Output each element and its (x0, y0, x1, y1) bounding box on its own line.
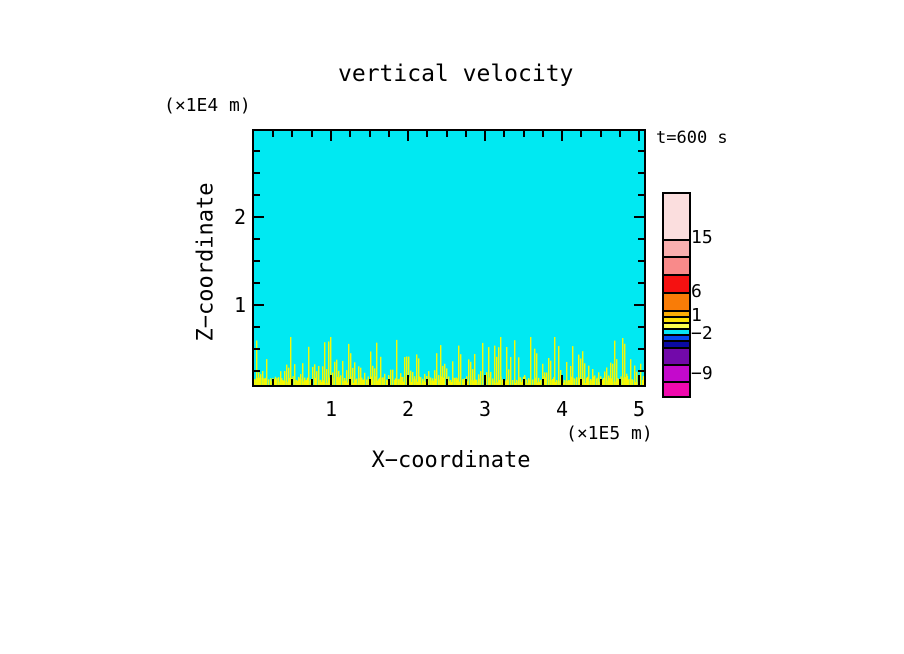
y-minor-tick (638, 370, 644, 372)
plot-field (254, 131, 644, 385)
x-tick-label: 3 (478, 397, 492, 421)
surface-updraft-spikes (254, 337, 644, 385)
x-minor-tick (369, 131, 371, 137)
x-minor-tick (503, 131, 505, 137)
x-minor-tick (580, 131, 582, 137)
colorbar-segment (664, 256, 689, 274)
colorbar (662, 192, 691, 398)
colorbar-segment (664, 239, 689, 256)
time-annotation: t=600 s (656, 128, 728, 148)
colorbar-segment (664, 322, 689, 328)
y-minor-tick (254, 194, 260, 196)
x-tick-label: 4 (555, 397, 569, 421)
x-minor-tick (291, 131, 293, 137)
x-major-tick (484, 131, 486, 141)
y-minor-tick (254, 282, 260, 284)
y-minor-tick (638, 194, 644, 196)
x-minor-tick (388, 131, 390, 137)
x-minor-tick (542, 131, 544, 137)
x-minor-tick (503, 379, 505, 385)
colorbar-label: −9 (691, 363, 713, 384)
colorbar-segment (664, 292, 689, 310)
y-minor-tick (254, 260, 260, 262)
x-minor-tick (619, 131, 621, 137)
x-minor-tick (426, 379, 428, 385)
x-minor-tick (349, 379, 351, 385)
x-major-tick (330, 375, 332, 385)
x-minor-tick (542, 379, 544, 385)
y-tick-label: 2 (233, 205, 246, 229)
x-tick-label: 2 (401, 397, 415, 421)
colorbar-segment (664, 347, 689, 364)
x-minor-tick (272, 379, 274, 385)
colorbar-segment (664, 340, 689, 347)
y-major-tick (254, 304, 264, 306)
y-minor-tick (638, 172, 644, 174)
x-minor-tick (446, 379, 448, 385)
x-minor-tick (291, 379, 293, 385)
x-axis-title: X−coordinate (371, 448, 531, 473)
x-major-tick (484, 375, 486, 385)
colorbar-segment (664, 310, 689, 316)
colorbar-segment (664, 194, 689, 239)
x-minor-tick (311, 131, 313, 137)
colorbar-segment (664, 328, 689, 334)
x-major-tick (407, 131, 409, 141)
y-minor-tick (638, 150, 644, 152)
x-minor-tick (272, 131, 274, 137)
x-minor-tick (619, 379, 621, 385)
x-tick-label: 5 (632, 397, 646, 421)
x-minor-tick (523, 131, 525, 137)
plot-area (252, 129, 646, 387)
y-axis-unit-label: (×1E4 m) (164, 95, 251, 116)
colorbar-label: −2 (691, 323, 713, 344)
y-minor-tick (254, 172, 260, 174)
x-minor-tick (600, 131, 602, 137)
colorbar-segment (664, 334, 689, 340)
x-major-tick (407, 375, 409, 385)
y-major-tick (254, 216, 264, 218)
x-axis-unit-label: (×1E5 m) (566, 423, 653, 444)
x-major-tick (561, 375, 563, 385)
colorbar-label: 6 (691, 281, 702, 302)
y-minor-tick (638, 238, 644, 240)
y-minor-tick (638, 282, 644, 284)
colorbar-segment (664, 274, 689, 292)
x-minor-tick (446, 131, 448, 137)
colorbar-segment (664, 364, 689, 381)
x-minor-tick (426, 131, 428, 137)
y-minor-tick (254, 348, 260, 350)
x-minor-tick (523, 379, 525, 385)
y-minor-tick (638, 326, 644, 328)
x-major-tick (561, 131, 563, 141)
y-minor-tick (638, 348, 644, 350)
x-minor-tick (311, 379, 313, 385)
y-minor-tick (254, 326, 260, 328)
colorbar-segment (664, 316, 689, 322)
y-minor-tick (254, 238, 260, 240)
colorbar-segment (664, 381, 689, 396)
y-major-tick (634, 216, 644, 218)
x-tick-label: 1 (324, 397, 338, 421)
y-minor-tick (638, 260, 644, 262)
x-major-tick (330, 131, 332, 141)
x-minor-tick (388, 379, 390, 385)
x-major-tick (638, 131, 640, 141)
x-minor-tick (465, 131, 467, 137)
x-minor-tick (349, 131, 351, 137)
chart-title: vertical velocity (338, 61, 574, 87)
colorbar-label: 15 (691, 227, 713, 248)
y-tick-label: 1 (233, 293, 246, 317)
x-minor-tick (465, 379, 467, 385)
x-minor-tick (600, 379, 602, 385)
colorbar-label: 1 (691, 305, 702, 326)
x-minor-tick (580, 379, 582, 385)
x-major-tick (638, 375, 640, 385)
x-minor-tick (369, 379, 371, 385)
y-minor-tick (254, 370, 260, 372)
y-minor-tick (254, 150, 260, 152)
y-major-tick (634, 304, 644, 306)
